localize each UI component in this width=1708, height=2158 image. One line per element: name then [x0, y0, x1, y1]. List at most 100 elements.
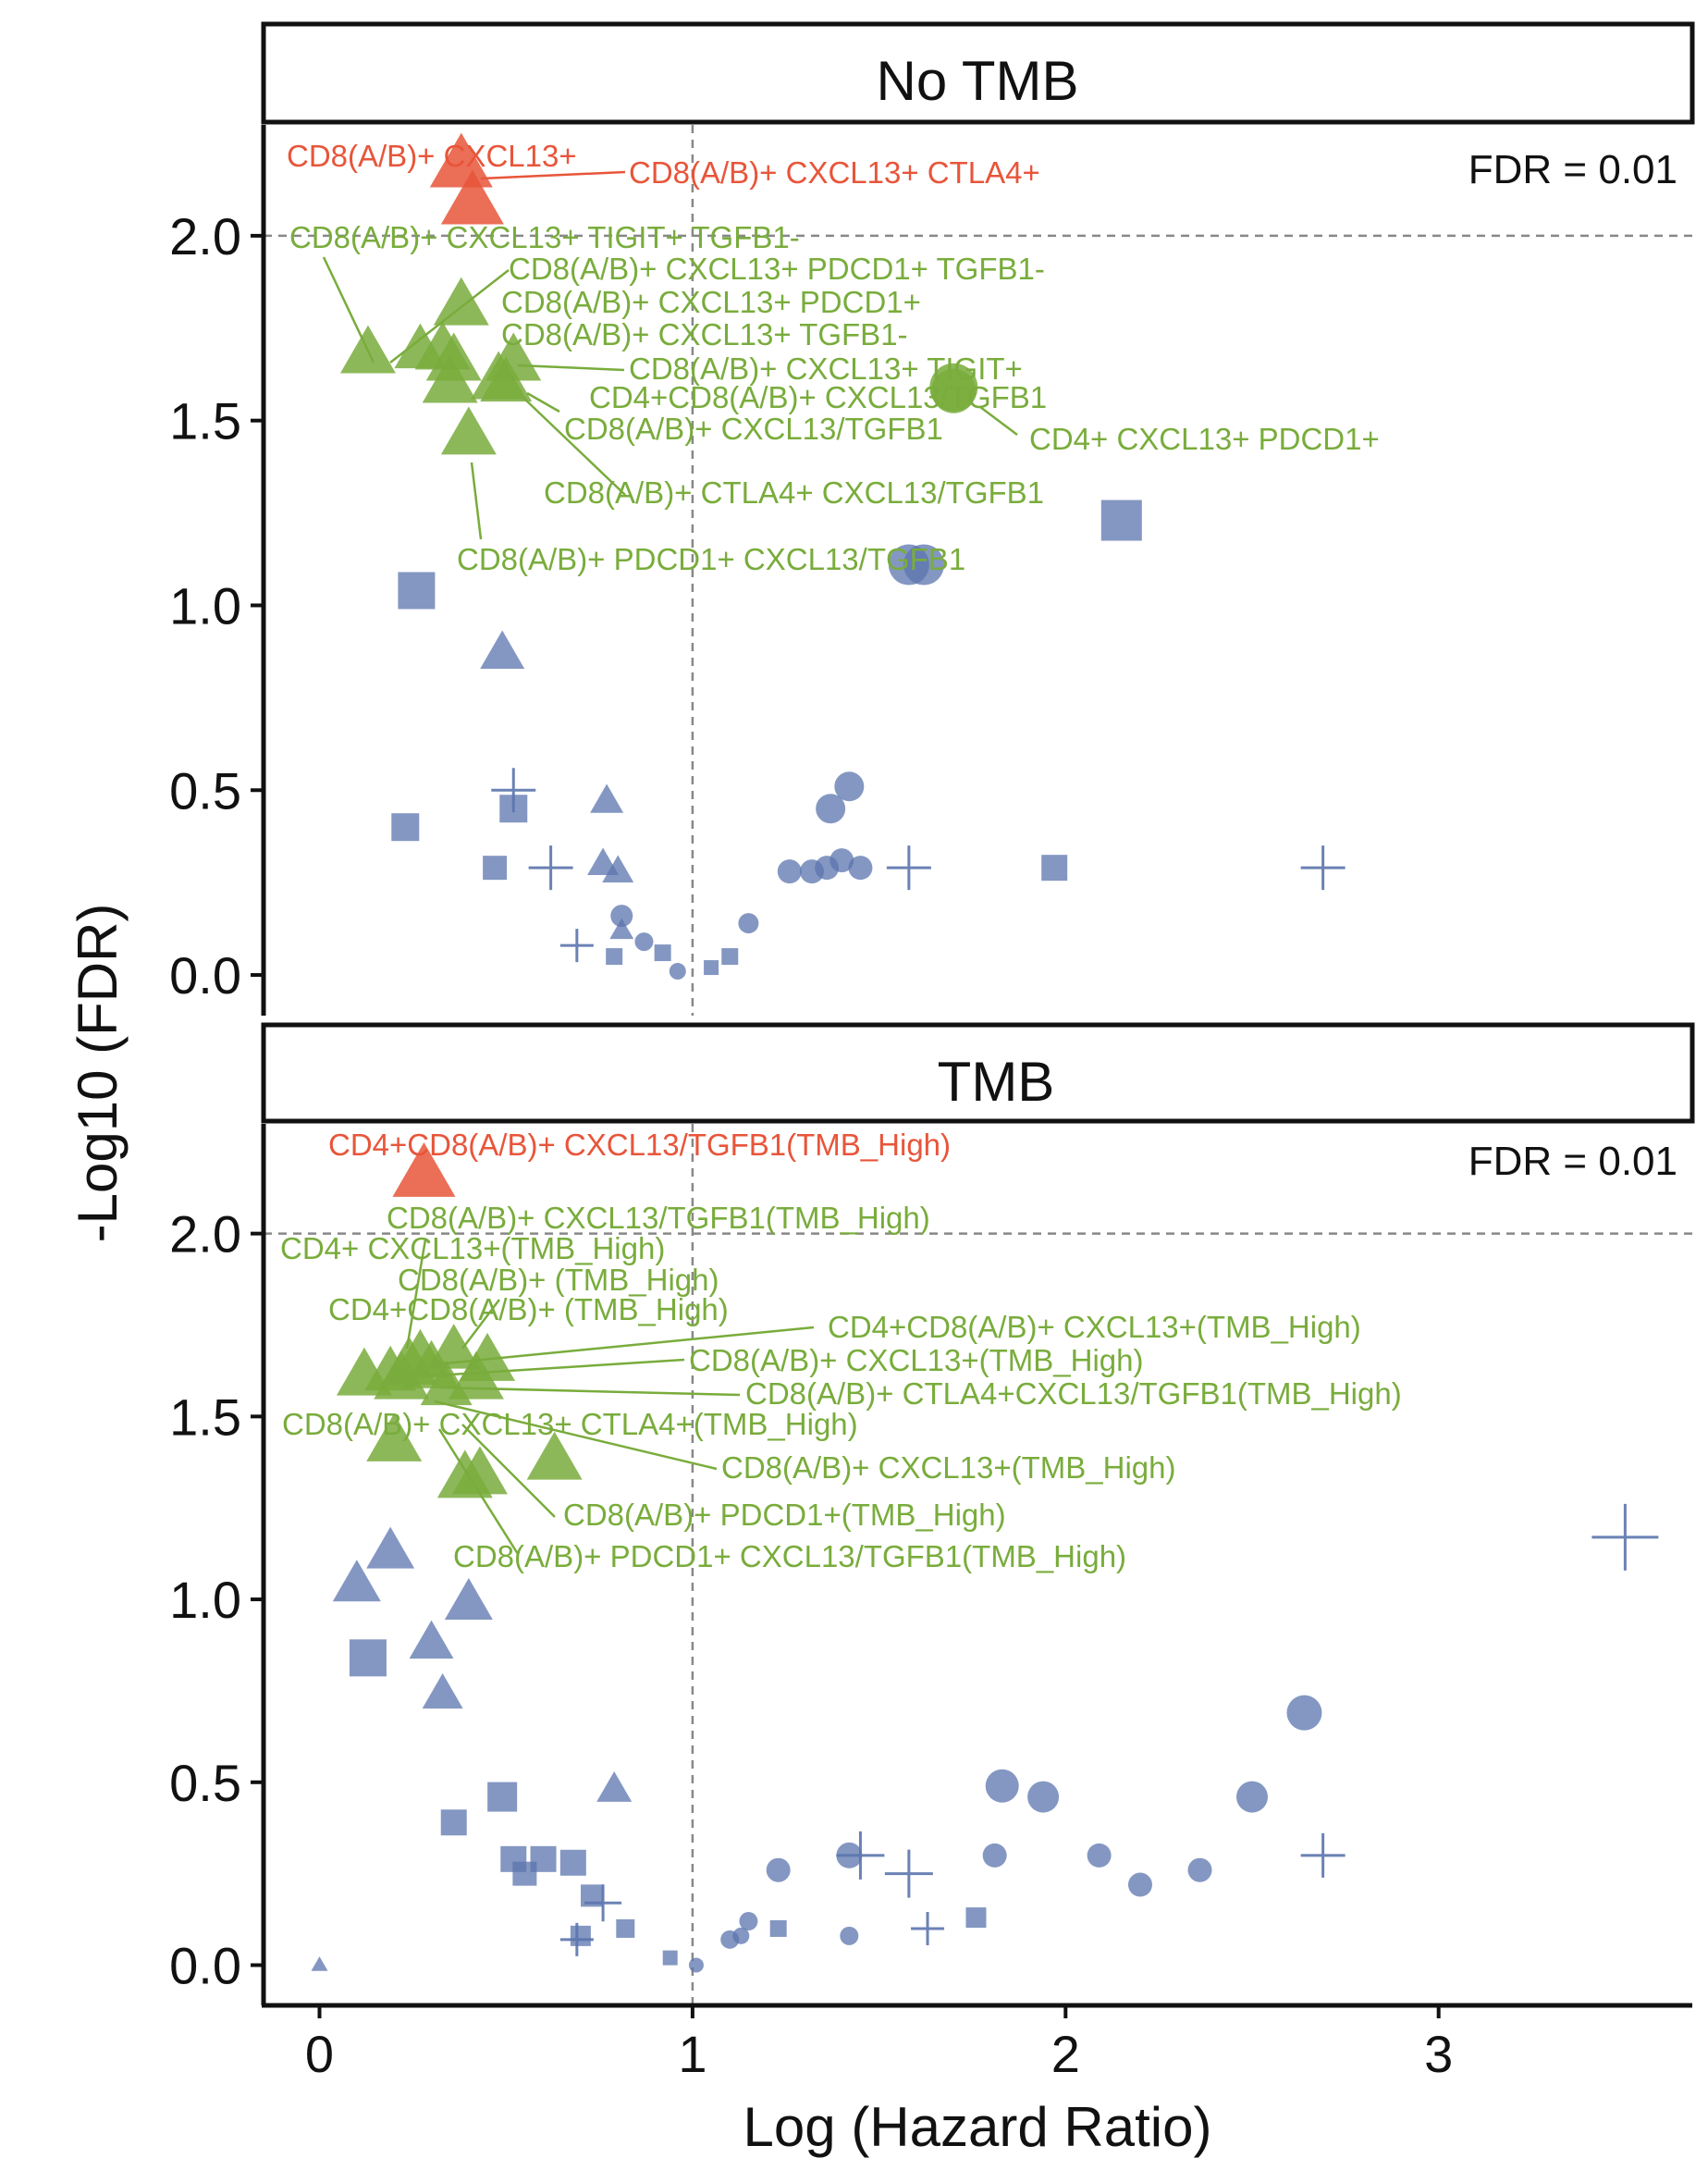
- data-point-circle: [834, 771, 865, 802]
- label-cd8-cxcl13-pdcd1-tgfb1neg: CD8(A/B)+ CXCL13+ PDCD1+ TGFB1-: [509, 252, 1045, 286]
- data-point-circle: [931, 368, 977, 413]
- strip-box-tmb: [261, 1022, 1695, 1124]
- data-point-cross: [528, 845, 573, 891]
- data-point-circle: [634, 932, 654, 952]
- data-point-triangle: [436, 1449, 493, 1498]
- label-cd8-tmb: CD8(A/B)+ (TMB_High): [398, 1263, 719, 1297]
- data-point-square: [499, 795, 528, 823]
- label-cd8-ctla4-cxcl13-tgfb1-tmb: CD8(A/B)+ CTLA4+CXCL13/TGFB1(TMB_High): [745, 1376, 1402, 1411]
- data-point-square: [559, 1849, 586, 1876]
- data-point-square: [1100, 499, 1142, 541]
- data-point-square: [483, 856, 508, 881]
- label-cd8-cxcl13-ctla4: CD8(A/B)+ CXCL13+ CTLA4+: [629, 155, 1040, 190]
- leader-line: [405, 1239, 427, 1350]
- label-cd4cd8-cxcl13-tgfb1-tmb: CD4+CD8(A/B)+ CXCL13/TGFB1(TMB_High): [328, 1128, 951, 1162]
- data-point-square: [440, 1809, 467, 1836]
- data-point-triangle: [366, 1412, 423, 1461]
- data-point-circle: [1235, 1781, 1268, 1813]
- data-point-triangle: [433, 277, 489, 326]
- data-point-square: [512, 1861, 537, 1886]
- data-point-circle: [610, 905, 633, 928]
- data-point-triangle: [602, 855, 634, 882]
- data-point-square: [580, 1884, 603, 1907]
- data-point-triangle: [422, 1673, 463, 1709]
- data-point-triangle: [392, 1142, 456, 1197]
- data-point-cross: [559, 1922, 594, 1956]
- leader-line: [434, 1326, 815, 1366]
- leader-lines-tmb: [405, 1239, 815, 1555]
- label-cd4cd8-cxcl13-tgfb1: CD4+CD8(A/B)+ CXCL13/TGFB1: [589, 380, 1047, 414]
- points-no-tmb: [339, 132, 1346, 980]
- y-tick-label: 1.5: [169, 392, 241, 450]
- data-point-cross: [1591, 1503, 1659, 1571]
- data-point-cross: [1300, 1832, 1346, 1878]
- label-cd8-cxcl13-ctla4-tmb: CD8(A/B)+ CXCL13+ CTLA4+(TMB_High): [282, 1407, 858, 1441]
- leader-line: [979, 406, 1018, 436]
- data-point-triangle: [332, 1560, 381, 1602]
- label-cd8-cxcl13: CD8(A/B)+ CXCL13+: [287, 139, 577, 173]
- data-point-triangle: [425, 332, 482, 381]
- threshold-label-tmb: FDR = 0.01: [1468, 1139, 1677, 1184]
- data-point-square: [704, 960, 719, 976]
- data-point-circle: [840, 1926, 859, 1945]
- leader-line: [434, 1400, 718, 1471]
- data-point-triangle: [409, 1620, 454, 1659]
- x-axis-title: Log (Hazard Ratio): [743, 2096, 1212, 2158]
- leader-line: [461, 1299, 500, 1350]
- data-point-circle: [1187, 1857, 1212, 1882]
- data-point-circle: [669, 963, 686, 980]
- leader-line: [526, 391, 560, 413]
- data-point-triangle: [444, 1578, 493, 1621]
- y-tick-label: 0.0: [169, 946, 241, 1005]
- data-point-cross: [836, 1831, 885, 1880]
- data-point-circle: [982, 1843, 1007, 1868]
- data-point-triangle: [429, 132, 493, 188]
- leader-line: [480, 170, 626, 180]
- label-cd8-cxcl13-tgfb1-tmb: CD8(A/B)+ CXCL13/TGFB1(TMB_High): [387, 1201, 930, 1235]
- data-point-circle: [848, 856, 873, 881]
- data-point-square: [487, 1782, 518, 1812]
- data-point-square: [662, 1950, 678, 1966]
- leader-line: [438, 1386, 741, 1397]
- leader-line: [322, 256, 375, 364]
- leader-line: [470, 462, 483, 540]
- x-tick-label: 1: [678, 2025, 707, 2083]
- y-tick-label: 0.0: [169, 1937, 241, 1995]
- data-point-triangle: [420, 1360, 473, 1406]
- data-point-circle: [816, 794, 846, 824]
- data-point-cross: [559, 929, 594, 963]
- data-point-triangle: [526, 1431, 583, 1480]
- y-ticks-tmb: 0.0 0.5 1.0 1.5 2.0: [169, 1124, 266, 2005]
- data-point-square: [349, 1639, 387, 1677]
- label-cd8-pdcd1-cxcl13-tgfb1-tmb: CD8(A/B)+ PDCD1+ CXCL13/TGFB1(TMB_High): [453, 1539, 1126, 1573]
- panel-title-no-tmb: No TMB: [877, 50, 1079, 112]
- y-tick-label: 1.0: [169, 1571, 241, 1629]
- data-point-circle: [732, 1927, 750, 1944]
- label-cd8-cxcl13-pdcd1: CD8(A/B)+ CXCL13+ PDCD1+: [501, 285, 921, 319]
- panel-title-tmb: TMB: [938, 1051, 1055, 1113]
- labels-no-tmb: CD8(A/B)+ CXCL13+ CD8(A/B)+ CXCL13+ CTLA…: [287, 139, 1380, 576]
- label-cd8-cxcl13-tgfb1: CD8(A/B)+ CXCL13/TGFB1: [564, 412, 943, 446]
- x-ticks: 0 1 2 3: [262, 2003, 1692, 2083]
- y-tick-label: 1.0: [169, 576, 241, 635]
- data-point-cross: [1300, 845, 1346, 891]
- threshold-label-no-tmb: FDR = 0.01: [1468, 147, 1677, 192]
- data-point-triangle: [311, 1956, 328, 1971]
- label-cd8-ctla4-cxcl13-tgfb1: CD8(A/B)+ CTLA4+ CXCL13/TGFB1: [544, 475, 1044, 510]
- data-point-square: [606, 948, 623, 966]
- reference-lines: [264, 125, 1692, 1016]
- label-cd4-cxcl13-pdcd1: CD4+ CXCL13+ PDCD1+: [1029, 422, 1380, 456]
- data-point-triangle: [596, 1770, 633, 1802]
- points-tmb: [311, 1142, 1659, 1973]
- y-tick-label: 0.5: [169, 761, 241, 820]
- data-point-triangle: [422, 354, 478, 403]
- data-point-cross: [886, 845, 931, 891]
- label-cd8-cxcl13-tgfb1neg: CD8(A/B)+ CXCL13+ TGFB1-: [501, 317, 908, 351]
- data-point-circle: [985, 1769, 1019, 1803]
- data-point-cross: [911, 1911, 945, 1945]
- data-point-triangle: [609, 918, 634, 940]
- leader-line: [389, 269, 510, 364]
- leader-line: [517, 364, 625, 372]
- data-point-triangle: [364, 1345, 417, 1391]
